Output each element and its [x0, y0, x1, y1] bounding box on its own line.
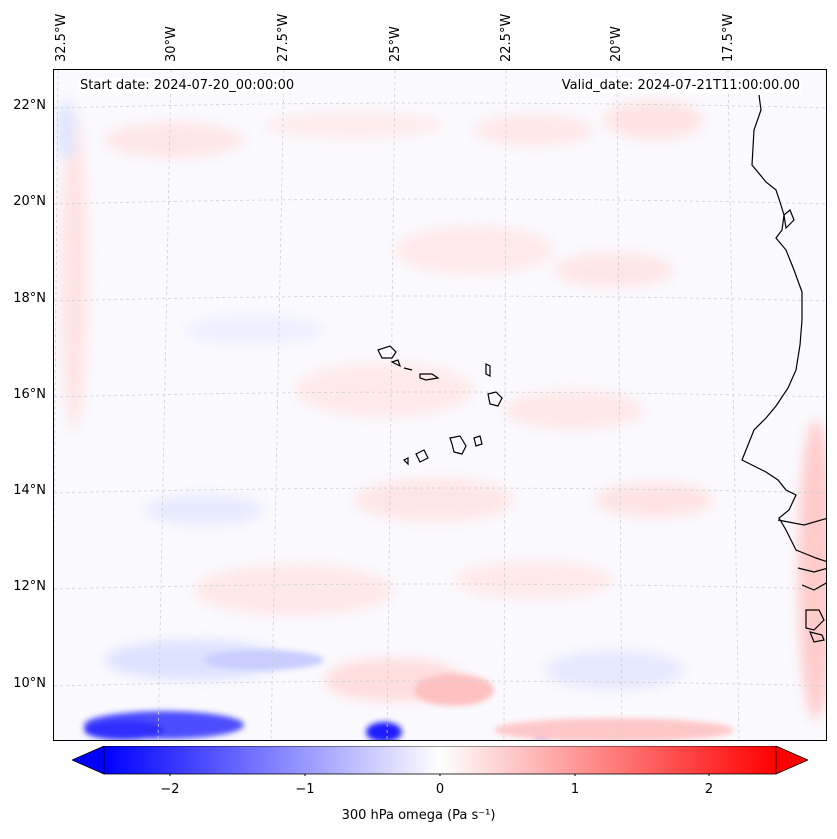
colorbar-label: 300 hPa omega (Pa s⁻¹)	[341, 808, 496, 823]
valid-date-label: Valid_date: 2024-07-21T11:00:00.00	[559, 78, 802, 93]
lon-label-27.5w: 27.5°W	[276, 13, 291, 62]
colorbar-low-extend	[72, 746, 105, 775]
map-panel: Start date: 2024-07-20_00:00:00 Valid_da…	[53, 69, 827, 741]
lat-label-20n: 20°N	[13, 194, 46, 209]
start-date-label: Start date: 2024-07-20_00:00:00	[78, 78, 297, 93]
lat-label-10n: 10°N	[13, 676, 46, 691]
omega-strong-cells	[84, 650, 734, 740]
colorbar-tick-neg1: −1	[295, 782, 315, 797]
lon-label-20w: 20°W	[609, 26, 624, 62]
colorbar	[72, 746, 808, 776]
graticule	[54, 70, 826, 740]
omega-patches	[56, 100, 826, 720]
colorbar-gradient	[103, 746, 777, 775]
lon-label-30w: 30°W	[164, 26, 179, 62]
colorbar-tick-marks	[169, 774, 710, 776]
african-coastline	[741, 94, 826, 643]
lon-label-32.5w: 32.5°W	[54, 13, 69, 62]
lon-label-22.5w: 22.5°W	[499, 13, 514, 62]
colorbar-tick-2: 2	[704, 782, 714, 797]
lat-label-22n: 22°N	[13, 98, 46, 113]
omega-field-map	[54, 70, 826, 740]
colorbar-tick-0: 0	[435, 782, 445, 797]
lat-label-14n: 14°N	[13, 483, 46, 498]
colorbar-tick-neg2: −2	[160, 782, 180, 797]
lon-label-17.5w: 17.5°W	[721, 13, 736, 62]
colorbar-high-extend	[775, 746, 808, 775]
lon-label-25w: 25°W	[388, 26, 403, 62]
colorbar-tick-1: 1	[570, 782, 580, 797]
lat-label-18n: 18°N	[13, 291, 46, 306]
lat-label-16n: 16°N	[13, 387, 46, 402]
lat-label-12n: 12°N	[13, 579, 46, 594]
cape-verde-islands	[377, 345, 503, 466]
